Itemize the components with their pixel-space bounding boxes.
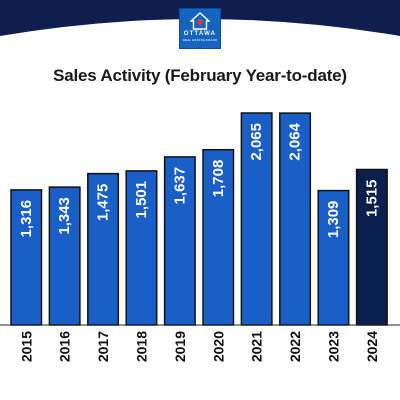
chart-title: Sales Activity (February Year-to-date) — [53, 66, 347, 85]
x-tick-label-2020: 2020 — [210, 331, 226, 362]
bar-value-label-2022: 2,064 — [287, 122, 304, 160]
x-tick-label-2019: 2019 — [172, 331, 188, 362]
bar-2021 — [240, 112, 273, 326]
logo-brand-text: OTTAWA — [183, 31, 217, 37]
bar-value-label-2016: 1,343 — [56, 197, 73, 235]
bar-value-label-2023: 1,309 — [325, 201, 342, 239]
bar-2020 — [202, 148, 235, 326]
bar-2024 — [355, 168, 388, 326]
x-tick-label-2023: 2023 — [325, 331, 341, 362]
bar-2018 — [125, 170, 158, 326]
maple-leaf-house-icon — [190, 12, 210, 30]
logo-subtitle-text: REAL ESTATE BOARD — [182, 38, 218, 42]
bar-2017 — [87, 172, 120, 326]
bar-2022 — [279, 112, 312, 326]
bar-value-label-2017: 1,475 — [95, 184, 112, 222]
x-tick-label-2024: 2024 — [364, 331, 380, 362]
ottawa-real-estate-board-logo: OTTAWA REAL ESTATE BOARD — [179, 8, 221, 49]
bar-value-label-2024: 1,515 — [363, 180, 380, 218]
bar-value-label-2015: 1,316 — [18, 200, 35, 238]
bar-value-label-2018: 1,501 — [133, 181, 150, 219]
x-tick-label-2022: 2022 — [287, 331, 303, 362]
bar-value-label-2019: 1,637 — [171, 167, 188, 205]
x-tick-label-2018: 2018 — [133, 331, 149, 362]
bar-value-label-2020: 1,708 — [210, 160, 227, 198]
bar-2023 — [317, 189, 350, 326]
x-tick-label-2017: 2017 — [95, 331, 111, 362]
x-tick-label-2021: 2021 — [249, 331, 265, 362]
bar-2019 — [163, 156, 196, 326]
x-tick-label-2016: 2016 — [57, 331, 73, 362]
x-tick-label-2015: 2015 — [18, 331, 34, 362]
bar-value-label-2021: 2,065 — [248, 123, 265, 161]
